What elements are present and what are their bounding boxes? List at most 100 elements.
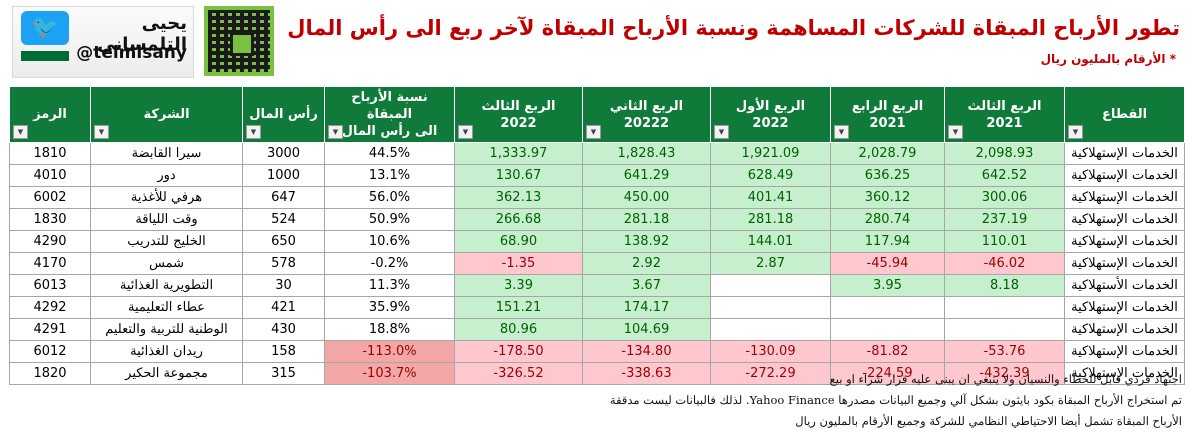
cell-q1-2022[interactable]: 144.01 [710,230,831,253]
cell-ratio[interactable]: 56.0% [324,186,455,209]
cell-q1-2022[interactable]: -272.29 [710,362,831,385]
cell-ratio[interactable]: 35.9% [324,296,455,319]
cell-q4-2021[interactable]: 3.95 [830,274,945,297]
cell-capital[interactable]: 421 [242,296,325,319]
cell-ratio[interactable]: 18.8% [324,318,455,341]
table-row[interactable]: الخدمات الإستهلاكية 237.19 280.74 281.18 281… [9,208,1185,231]
cell-q3-2021[interactable] [944,318,1065,341]
cell-q3-2022[interactable]: 151.21 [454,296,583,319]
table-row[interactable]: الخدمات الإستهلاكية 110.01 117.94 144.01 138… [9,230,1185,253]
cell-ratio[interactable]: 44.5% [324,142,455,165]
cell-q3-2021[interactable]: 2,098.93 [944,142,1065,165]
cell-q1-2022[interactable]: 628.49 [710,164,831,187]
cell-symbol[interactable]: 6013 [9,274,91,297]
header-q3-2022[interactable]: الربع الثالث 2022 ▼ [454,86,583,143]
cell-capital[interactable]: 578 [242,252,325,275]
cell-company[interactable]: عطاء التعليمية [90,296,243,319]
cell-q2-2022[interactable]: 2.92 [582,252,711,275]
header-q3-2021[interactable]: الربع الثالث 2021 ▼ [944,86,1065,143]
cell-ratio[interactable]: -0.2% [324,252,455,275]
cell-q3-2022[interactable]: -178.50 [454,340,583,363]
cell-symbol[interactable]: 6002 [9,186,91,209]
cell-capital[interactable]: 315 [242,362,325,385]
cell-company[interactable]: وقت اللياقة [90,208,243,231]
cell-q4-2021[interactable]: 360.12 [830,186,945,209]
cell-q3-2022[interactable]: 3.39 [454,274,583,297]
cell-capital[interactable]: 647 [242,186,325,209]
cell-symbol[interactable]: 4291 [9,318,91,341]
header-capital[interactable]: رأس المال ▼ [242,86,325,143]
table-row[interactable]: الخدمات الأستهلاكية 8.18 3.95 3.67 3.39 11.3%… [9,274,1185,297]
table-row[interactable]: الخدمات الإستهلاكية 104.69 80.96 18.8% 430 ال… [9,318,1185,341]
cell-company[interactable]: سيرا القابضة [90,142,243,165]
filter-dropdown-icon[interactable]: ▼ [948,125,963,139]
cell-q3-2022[interactable]: 266.68 [454,208,583,231]
cell-capital[interactable]: 30 [242,274,325,297]
filter-dropdown-icon[interactable]: ▼ [458,125,473,139]
cell-q4-2021[interactable]: 280.74 [830,208,945,231]
cell-q3-2021[interactable]: -53.76 [944,340,1065,363]
cell-sector[interactable]: الخدمات الإستهلاكية [1064,296,1185,319]
table-row[interactable]: الخدمات الإستهلاكية -53.76 -81.82 -130.09 -1… [9,340,1185,363]
cell-capital[interactable]: 158 [242,340,325,363]
header-q4-2021[interactable]: الربع الرابع 2021 ▼ [830,86,945,143]
cell-q3-2021[interactable]: 110.01 [944,230,1065,253]
cell-q3-2021[interactable]: 237.19 [944,208,1065,231]
cell-q4-2021[interactable]: -45.94 [830,252,945,275]
header-company[interactable]: الشركة ▼ [90,86,243,143]
filter-dropdown-icon[interactable]: ▼ [328,125,343,139]
cell-capital[interactable]: 3000 [242,142,325,165]
cell-q2-2022[interactable]: -338.63 [582,362,711,385]
cell-company[interactable]: دور [90,164,243,187]
cell-company[interactable]: ريدان الغذائية [90,340,243,363]
header-q1-2022[interactable]: الربع الأول 2022 ▼ [710,86,831,143]
cell-company[interactable]: مجموعة الحكير [90,362,243,385]
cell-q3-2021[interactable]: -432.39 [944,362,1065,385]
cell-sector[interactable]: الخدمات الإستهلاكية [1064,164,1185,187]
cell-symbol[interactable]: 1820 [9,362,91,385]
filter-dropdown-icon[interactable]: ▼ [834,125,849,139]
cell-sector[interactable]: الخدمات الإستهلاكية [1064,340,1185,363]
cell-q3-2022[interactable]: 80.96 [454,318,583,341]
cell-q1-2022[interactable]: -130.09 [710,340,831,363]
cell-q2-2022[interactable]: -134.80 [582,340,711,363]
cell-q2-2022[interactable]: 174.17 [582,296,711,319]
cell-symbol[interactable]: 4292 [9,296,91,319]
cell-sector[interactable]: الخدمات الإستهلاكية [1064,230,1185,253]
cell-q1-2022[interactable]: 2.87 [710,252,831,275]
cell-q3-2021[interactable]: 300.06 [944,186,1065,209]
cell-q4-2021[interactable]: 2,028.79 [830,142,945,165]
cell-q3-2022[interactable]: 130.67 [454,164,583,187]
cell-ratio[interactable]: -113.0% [324,340,455,363]
filter-dropdown-icon[interactable]: ▼ [714,125,729,139]
filter-dropdown-icon[interactable]: ▼ [13,125,28,139]
cell-q3-2021[interactable]: -46.02 [944,252,1065,275]
cell-q1-2022[interactable]: 281.18 [710,208,831,231]
cell-q4-2021[interactable] [830,318,945,341]
cell-q4-2021[interactable]: 636.25 [830,164,945,187]
cell-sector[interactable]: الخدمات الإستهلاكية [1064,362,1185,385]
cell-q3-2021[interactable]: 8.18 [944,274,1065,297]
cell-symbol[interactable]: 1810 [9,142,91,165]
cell-q2-2022[interactable]: 104.69 [582,318,711,341]
cell-symbol[interactable]: 6012 [9,340,91,363]
twitter-handle[interactable]: @telmisany [76,43,187,63]
cell-q1-2022[interactable] [710,274,831,297]
cell-ratio[interactable]: 11.3% [324,274,455,297]
cell-sector[interactable]: الخدمات الأستهلاكية [1064,274,1185,297]
cell-q4-2021[interactable]: -81.82 [830,340,945,363]
cell-company[interactable]: الوطنية للتربية والتعليم [90,318,243,341]
cell-q3-2021[interactable]: 642.52 [944,164,1065,187]
cell-company[interactable]: الخليج للتدريب [90,230,243,253]
cell-company[interactable]: شمس [90,252,243,275]
cell-capital[interactable]: 430 [242,318,325,341]
cell-q3-2022[interactable]: -1.35 [454,252,583,275]
cell-capital[interactable]: 650 [242,230,325,253]
cell-q1-2022[interactable] [710,318,831,341]
table-row[interactable]: الخدمات الإستهلاكية 2,098.93 2,028.79 1,921… [9,142,1185,165]
cell-q1-2022[interactable] [710,296,831,319]
cell-q1-2022[interactable]: 1,921.09 [710,142,831,165]
cell-q4-2021[interactable] [830,296,945,319]
cell-q3-2022[interactable]: -326.52 [454,362,583,385]
cell-q2-2022[interactable]: 1,828.43 [582,142,711,165]
